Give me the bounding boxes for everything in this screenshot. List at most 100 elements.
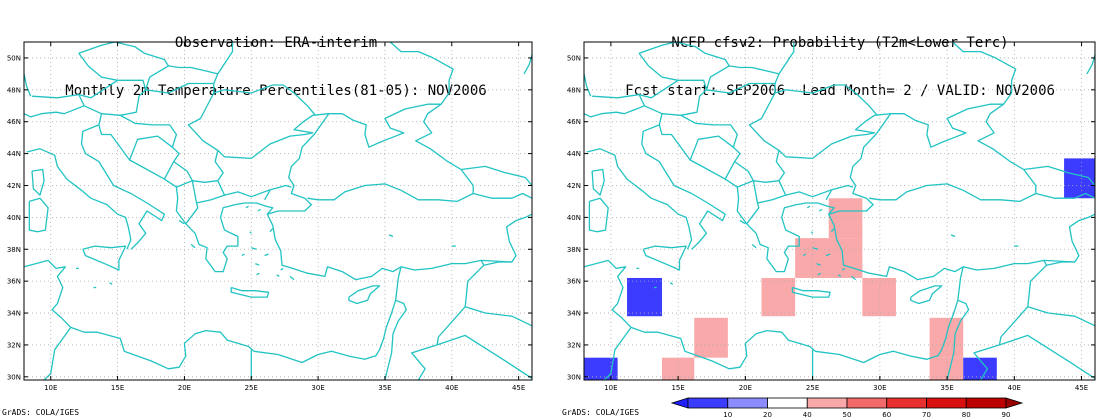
coastline xyxy=(251,247,257,250)
y-tick-label: 44N xyxy=(7,150,21,158)
right-map-panel: 10E 15E 20E 25E 30E 35E 40E 45E 30N 32N 34N 36N 38N 4… xyxy=(567,41,1096,392)
coastline xyxy=(24,259,375,370)
coastline xyxy=(280,267,284,271)
coastline xyxy=(689,135,734,161)
coastline xyxy=(190,243,196,249)
probability-cell xyxy=(1064,158,1095,199)
coastline xyxy=(999,334,1095,379)
x-tick-label: 15E xyxy=(671,384,684,392)
coastline xyxy=(269,228,274,233)
x-tick-label: 10E xyxy=(44,384,57,392)
coastline xyxy=(638,42,730,67)
coastline xyxy=(830,228,835,233)
y-tick-label: 50N xyxy=(7,54,21,62)
right-title-line1: NCEP cfsv2: Probability (T2m<Lower Terc) xyxy=(671,35,1009,51)
y-tick-label: 30N xyxy=(567,373,581,381)
coastline xyxy=(1043,259,1075,263)
coastline xyxy=(31,168,45,196)
y-tick-label: 40N xyxy=(567,214,581,222)
right-panel-title: NCEP cfsv2: Probability (T2m<Lower Terc)… xyxy=(580,3,1100,115)
coastline xyxy=(1035,192,1095,199)
y-tick-label: 50N xyxy=(567,54,581,62)
coastline xyxy=(400,259,485,380)
coastline xyxy=(734,161,754,182)
coastline xyxy=(837,274,842,277)
legend-label: 10 xyxy=(723,411,732,419)
coastline xyxy=(214,150,292,198)
coastline xyxy=(705,65,780,90)
legend-label: 90 xyxy=(1002,411,1011,419)
coastline xyxy=(266,213,402,357)
coastline xyxy=(1023,165,1095,186)
left-title-line1: Observation: ERA-interim xyxy=(174,35,378,51)
y-tick-label: 48N xyxy=(567,86,581,94)
coastline xyxy=(78,79,147,99)
legend-label: 80 xyxy=(962,411,971,419)
probability-cell xyxy=(627,277,662,317)
coastline xyxy=(658,103,1037,273)
coastline xyxy=(737,180,780,188)
coastline xyxy=(739,220,746,225)
coastline xyxy=(98,82,215,126)
coastline xyxy=(584,93,646,118)
coastline xyxy=(950,42,953,43)
coastline xyxy=(791,286,831,298)
coastline xyxy=(185,180,199,225)
coastline xyxy=(963,259,1048,380)
coastline xyxy=(851,275,857,281)
coastline xyxy=(751,243,757,249)
map-frame xyxy=(583,41,1096,381)
map-frame xyxy=(23,41,533,381)
coastline xyxy=(43,327,72,380)
coastline xyxy=(641,124,726,250)
coastline xyxy=(128,135,173,161)
coastline xyxy=(816,262,821,266)
coastline xyxy=(388,42,391,43)
coastline xyxy=(26,148,132,250)
x-tick-label: 45E xyxy=(1075,384,1088,392)
coastline xyxy=(255,262,260,266)
coastline xyxy=(176,180,218,188)
x-tick-label: 35E xyxy=(378,384,391,392)
coastline xyxy=(24,93,85,118)
coastline xyxy=(264,253,269,257)
coastline xyxy=(638,79,708,99)
coastline xyxy=(586,148,693,250)
y-tick-label: 46N xyxy=(7,118,21,126)
coastline xyxy=(825,189,832,201)
coastline xyxy=(109,282,113,285)
y-tick-label: 34N xyxy=(7,310,21,318)
y-tick-label: 42N xyxy=(567,182,581,190)
legend-swatch xyxy=(926,397,967,409)
x-tick-label: 15E xyxy=(111,384,124,392)
coastline xyxy=(757,194,786,204)
coastline xyxy=(384,299,407,380)
coastline xyxy=(802,253,807,257)
legend-swatch xyxy=(767,397,808,409)
coastline xyxy=(28,197,49,233)
probability-cell xyxy=(963,357,997,380)
coastline xyxy=(812,247,819,250)
color-legend: 10 20 40 50 60 70 80 90 xyxy=(670,397,1024,419)
coastline xyxy=(828,213,964,357)
coastline xyxy=(746,180,760,225)
coastline xyxy=(642,245,687,271)
legend-swatch xyxy=(886,397,927,409)
y-tick-label: 32N xyxy=(567,341,581,349)
coastline xyxy=(187,84,329,160)
coastline xyxy=(658,82,776,126)
coastline xyxy=(1027,306,1095,327)
legend-arrow-left xyxy=(670,397,689,409)
coastline xyxy=(603,327,632,380)
coastline xyxy=(591,168,605,196)
coastline xyxy=(230,286,270,298)
coastline xyxy=(680,114,741,180)
coastline xyxy=(256,272,260,276)
coastline xyxy=(196,194,225,204)
probability-cell xyxy=(795,238,863,278)
legend-swatch xyxy=(846,397,888,409)
legend-swatch xyxy=(727,397,768,409)
legend-swatch xyxy=(965,397,1007,409)
x-tick-label: 25E xyxy=(245,384,258,392)
coastline xyxy=(910,285,943,305)
